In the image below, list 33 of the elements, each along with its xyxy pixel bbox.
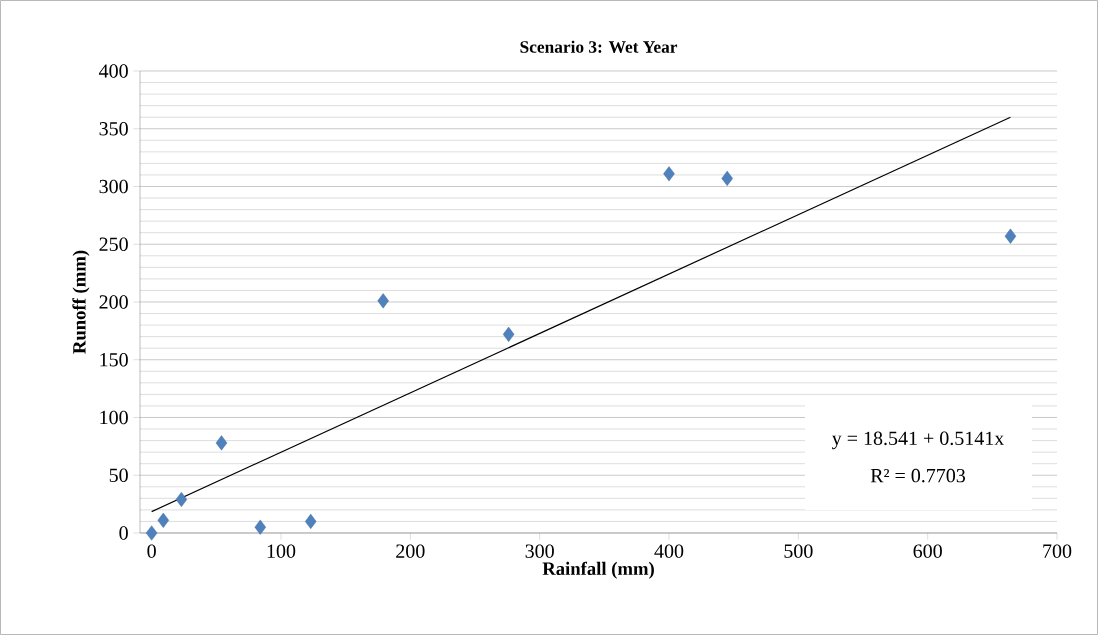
y-tick-label: 300 <box>99 179 128 194</box>
y-tick-label: 0 <box>119 526 128 540</box>
x-tick-label: 100 <box>267 544 296 558</box>
x-tick-label: 0 <box>147 544 156 558</box>
annotation: R² = 0.7703 <box>870 468 966 483</box>
y-tick-label: 150 <box>100 353 128 367</box>
y-tick-label: 250 <box>99 237 128 251</box>
point <box>175 491 188 508</box>
x-tick-label: 600 <box>913 544 942 558</box>
x-axis-title: Rainfall (mm) <box>542 561 654 579</box>
y-tick-label: 100 <box>100 410 128 425</box>
point <box>502 326 515 342</box>
x-tick-label: 200 <box>396 544 425 558</box>
y-tick-label: 400 <box>99 64 128 78</box>
point <box>1004 228 1017 244</box>
y-axis-title: Runoff (mm) <box>72 250 90 354</box>
y-tick-label: 50 <box>109 468 128 482</box>
x-tick-label: 300 <box>525 544 554 558</box>
point <box>305 513 317 529</box>
x-tick-label: 700 <box>1043 544 1072 558</box>
point <box>721 170 733 186</box>
y-tick-label: 200 <box>99 295 128 309</box>
point <box>145 525 158 541</box>
point <box>157 512 169 528</box>
y-tick-label: 350 <box>99 122 128 136</box>
point <box>663 166 675 182</box>
x-tick-label: 400 <box>654 544 684 558</box>
x-tick-label: 500 <box>784 544 813 558</box>
point <box>215 435 228 451</box>
point <box>377 293 389 309</box>
chart-title: Scenario 3: Wet Year <box>520 40 678 53</box>
point <box>254 519 266 535</box>
annotation: y = 18.541 + 0.5141x <box>831 431 1005 450</box>
